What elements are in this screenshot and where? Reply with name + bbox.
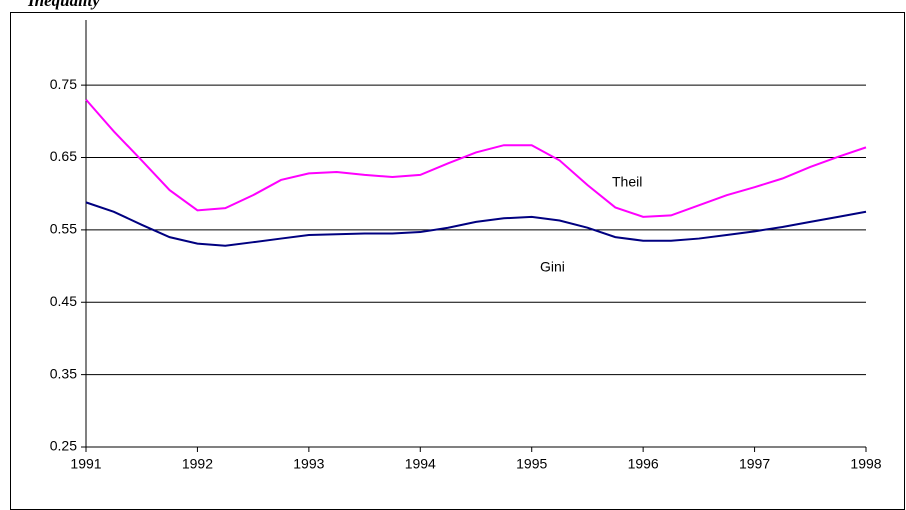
x-tick-label: 1992 xyxy=(182,456,213,472)
x-tick-label: 1994 xyxy=(405,456,436,472)
y-tick-label: 0.45 xyxy=(50,293,77,309)
series-line xyxy=(85,201,867,247)
series-label: Gini xyxy=(540,259,565,275)
y-tick-label: 0.65 xyxy=(50,148,77,164)
x-tick-label: 1993 xyxy=(293,456,324,472)
y-tick-label: 0.75 xyxy=(50,76,77,92)
y-tick-label: 0.25 xyxy=(50,438,77,454)
x-tick-label: 1996 xyxy=(628,456,659,472)
series-label: Theil xyxy=(612,174,642,190)
y-tick-label: 0.55 xyxy=(50,221,77,237)
x-tick-label: 1991 xyxy=(70,456,101,472)
chart-title: Inequality xyxy=(27,0,100,10)
x-tick-label: 1995 xyxy=(516,456,547,472)
series-line xyxy=(85,98,867,218)
chart-frame xyxy=(10,12,905,510)
x-tick-label: 1998 xyxy=(850,456,881,472)
x-tick-label: 1997 xyxy=(739,456,770,472)
y-tick-label: 0.35 xyxy=(50,365,77,381)
